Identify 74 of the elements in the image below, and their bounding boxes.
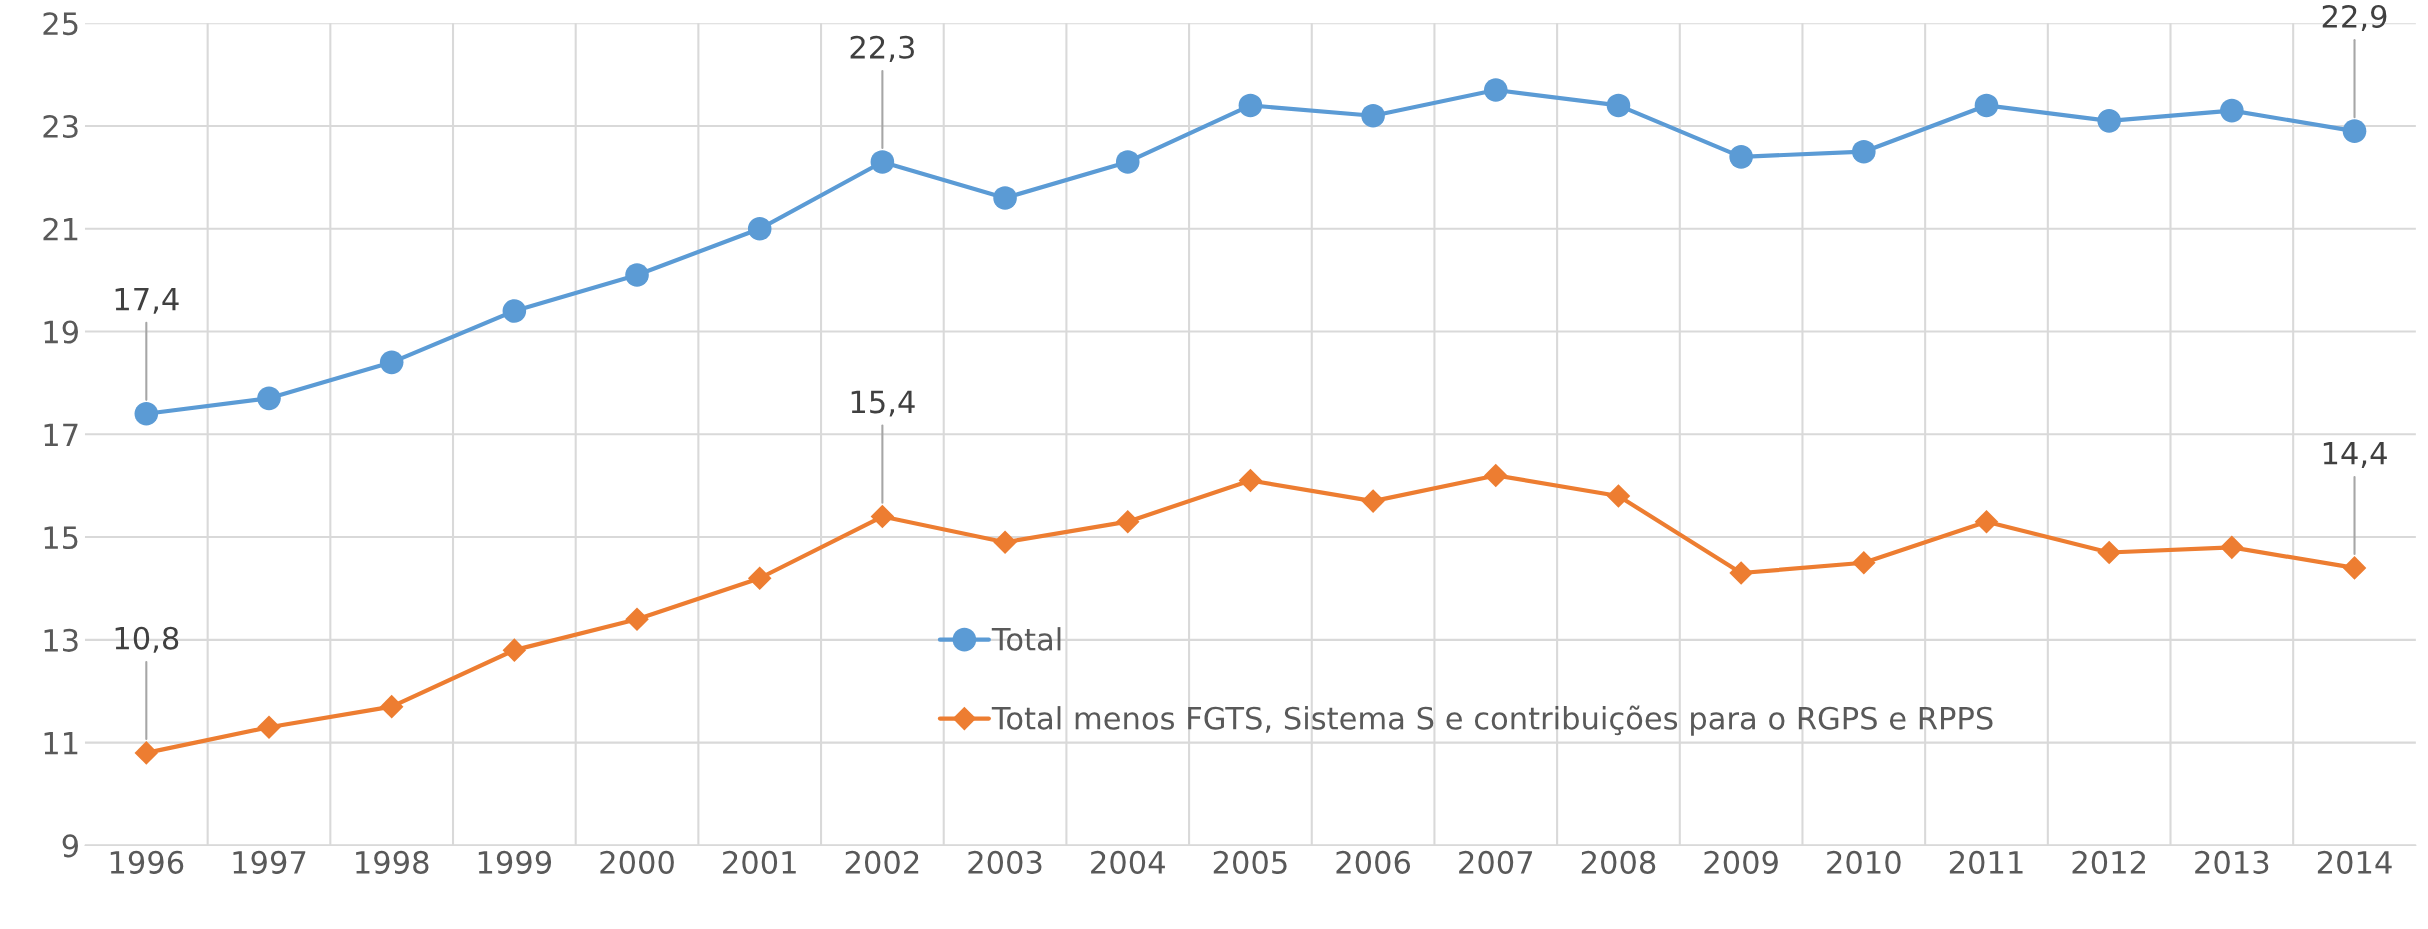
legend-label: Total xyxy=(991,627,1061,651)
x-tick-label: 2000 xyxy=(600,850,674,874)
y-tick-label: 25 xyxy=(43,12,78,36)
point xyxy=(1729,145,1753,169)
point xyxy=(2097,109,2121,133)
point xyxy=(993,186,1017,210)
point xyxy=(2342,556,2367,580)
x-tick-label: 1998 xyxy=(356,850,429,874)
x-tick-label: 2014 xyxy=(2317,850,2392,874)
data-label: 15,4 xyxy=(851,390,915,417)
point xyxy=(747,216,772,241)
x-tick-label: 2001 xyxy=(723,850,796,874)
point xyxy=(1115,150,1140,174)
x-tick-label: 2006 xyxy=(1336,850,1411,874)
point xyxy=(1852,550,1876,575)
y-tick-label: 21 xyxy=(43,217,78,241)
point xyxy=(1974,93,1999,118)
y-tick-label: 13 xyxy=(44,628,78,652)
point xyxy=(2220,535,2244,560)
point xyxy=(379,350,404,375)
y-tick-label: 15 xyxy=(44,526,78,550)
x-tick-label: 2009 xyxy=(1704,850,1778,874)
x-tick-label: 1997 xyxy=(233,850,306,874)
point xyxy=(1483,78,1508,102)
point xyxy=(379,694,404,719)
x-tick-label: 2008 xyxy=(1581,850,1656,874)
point xyxy=(2220,98,2244,123)
data-label: 22,9 xyxy=(2322,4,2387,32)
point xyxy=(625,607,649,632)
y-tick-label: 23 xyxy=(43,114,78,139)
point xyxy=(870,504,895,529)
x-tick-label: 2004 xyxy=(1091,850,1165,874)
y-tick-label: 19 xyxy=(44,320,78,344)
point xyxy=(625,263,649,287)
point xyxy=(2097,540,2121,565)
y-tick-label: 11 xyxy=(44,731,78,755)
point xyxy=(1974,509,1999,534)
x-tick-label: 1999 xyxy=(478,850,552,874)
data-label: 22,3 xyxy=(850,35,914,62)
x-tick-label: 2003 xyxy=(968,850,1042,874)
point xyxy=(2342,119,2367,143)
x-tick-label: 2010 xyxy=(1827,850,1901,874)
point xyxy=(502,299,527,323)
point xyxy=(747,566,772,590)
point xyxy=(1361,489,1385,513)
point xyxy=(257,386,281,411)
x-tick-label: 2011 xyxy=(1949,850,2023,874)
x-tick-label: 2007 xyxy=(1459,850,1533,874)
point xyxy=(1238,93,1263,118)
x-tick-label: 2012 xyxy=(2072,850,2145,874)
x-tick-label: 2005 xyxy=(1213,850,1287,874)
point xyxy=(502,638,527,662)
point xyxy=(1606,93,1631,118)
point xyxy=(134,741,159,765)
x-tick-label: 2002 xyxy=(845,850,919,874)
point xyxy=(1483,463,1508,488)
data-label: 17,4 xyxy=(115,287,179,314)
data-label: 14,4 xyxy=(2323,442,2387,468)
x-tick-label: 2013 xyxy=(2195,850,2269,874)
point xyxy=(1606,484,1631,508)
data-label: 10,8 xyxy=(115,626,179,653)
point xyxy=(1115,509,1140,534)
point xyxy=(257,715,281,739)
y-tick-label: 17 xyxy=(44,423,78,446)
point xyxy=(993,530,1017,554)
point xyxy=(870,150,895,174)
y-tick-label: 9 xyxy=(62,834,78,858)
legend-label: Total menos FGTS, Sistema S e contribuições para o RGPS e RPPS xyxy=(991,705,1993,736)
point xyxy=(1729,561,1753,585)
x-tick-label: 1996 xyxy=(110,850,184,874)
point xyxy=(1852,139,1876,164)
point xyxy=(1238,468,1263,493)
point xyxy=(134,401,159,426)
point xyxy=(1361,103,1385,128)
